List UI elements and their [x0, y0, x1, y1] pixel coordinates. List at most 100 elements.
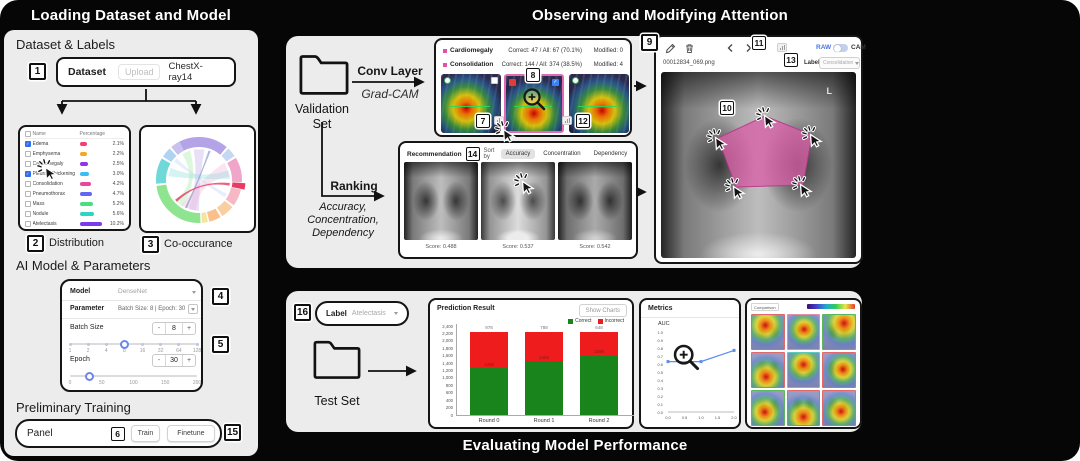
comparison-heatmap-tile[interactable] — [786, 390, 821, 426]
distribution-caption: Distribution — [49, 237, 105, 249]
attention-polygon[interactable] — [661, 72, 856, 258]
divider — [62, 318, 201, 319]
chart-mini-icon[interactable] — [777, 43, 787, 52]
comparison-card: Comparison — [745, 298, 862, 429]
row-checkbox[interactable] — [25, 181, 31, 187]
distribution-row[interactable]: Nodule 5.6% — [25, 209, 124, 219]
row-checkbox[interactable] — [25, 201, 31, 207]
batch-plus-button[interactable]: + — [186, 325, 192, 332]
distribution-row[interactable]: Consolidation 4.2% — [25, 179, 124, 189]
row-color-pill — [79, 172, 89, 176]
badge-4: 4 — [212, 288, 229, 305]
row-checkbox[interactable] — [25, 161, 31, 167]
gradcam-thumbnail[interactable] — [441, 74, 501, 133]
distribution-row[interactable]: ✓ Edema 2.1% — [25, 139, 124, 149]
recommendation-title: Recommendation — [407, 150, 462, 158]
model-select[interactable]: DenseNet — [118, 288, 147, 295]
y-tick-label: 0.3 — [657, 385, 663, 391]
distribution-row[interactable]: Cardiomegaly 2.5% — [25, 159, 124, 169]
bar-stack[interactable] — [525, 331, 563, 415]
row-checkbox[interactable]: ✓ — [25, 141, 31, 147]
comparison-heatmap-tile[interactable] — [751, 390, 785, 426]
epoch-slider[interactable]: 0 50 100 150 200 — [69, 371, 201, 386]
raw-cam-toggle[interactable] — [833, 44, 848, 52]
distribution-row[interactable]: ✓ Pleural_Thickening 3.0% — [25, 169, 124, 179]
comparison-heatmap-tile[interactable] — [822, 352, 856, 388]
ranking-criteria-3: Dependency — [312, 227, 374, 239]
row-checkbox[interactable]: ✓ — [25, 171, 31, 177]
distribution-row[interactable]: Mass 5.2% — [25, 199, 124, 209]
bar-correct-label: 1595 — [593, 349, 604, 355]
row-checkbox[interactable] — [25, 191, 31, 197]
slider-handle[interactable] — [119, 339, 129, 349]
y-tick-label: 400 — [445, 397, 453, 403]
parameter-dropdown[interactable] — [188, 304, 198, 314]
row-checkbox[interactable] — [25, 221, 31, 227]
row-checkbox[interactable] — [25, 151, 31, 157]
distribution-row[interactable]: Pneumothorax 4.7% — [25, 189, 124, 199]
row-checkbox[interactable] — [25, 211, 31, 217]
trash-icon[interactable] — [684, 43, 695, 54]
comparison-heatmap-tile[interactable] — [786, 314, 821, 350]
comparison-heatmap-tile[interactable] — [786, 352, 821, 388]
batch-minus-button[interactable]: - — [157, 325, 161, 332]
badge-7: 7 — [476, 114, 490, 128]
train-button[interactable]: Train — [130, 425, 161, 442]
upload-button[interactable]: Upload — [117, 64, 161, 80]
section-title-attention: Observing and Modifying Attention — [531, 7, 789, 24]
show-charts-button[interactable]: Show Charts — [578, 304, 627, 317]
epoch-stepper[interactable]: - 30 + — [152, 354, 196, 367]
layout-mini-icon[interactable] — [494, 116, 504, 125]
recommended-xray[interactable] — [404, 162, 478, 240]
y-tick-label: 0.9 — [657, 337, 663, 343]
epoch-minus-button[interactable]: - — [157, 357, 161, 364]
epoch-plus-button[interactable]: + — [186, 357, 192, 364]
slider-track[interactable] — [70, 371, 197, 381]
sortby-tab-concentration[interactable]: Concentration — [543, 151, 581, 157]
comparison-heatmap-tile[interactable] — [822, 314, 856, 350]
unchecked-box-icon[interactable] — [491, 77, 498, 84]
label-dropdown[interactable]: Consolidation — [819, 57, 860, 69]
draw-pencil-icon[interactable] — [665, 43, 676, 54]
batch-slider[interactable]: 1 2 4 8 16 32 64 128 — [68, 339, 201, 354]
comparison-heatmap-tile[interactable] — [822, 390, 856, 426]
bar-stack[interactable] — [580, 331, 618, 415]
dataset-name[interactable]: ChestX-ray14 — [168, 61, 203, 83]
prediction-card: Prediction Result Show Charts Correct In… — [428, 298, 634, 429]
sortby-tab-accuracy[interactable]: Accuracy — [500, 149, 536, 159]
chart-mini-icon[interactable] — [562, 116, 572, 125]
finetune-button[interactable]: Finetune — [167, 425, 215, 442]
gradcam-label-1[interactable]: Cardiomegaly — [450, 47, 493, 54]
eval-label-value[interactable]: Atelectasis — [351, 310, 386, 317]
prev-image-icon[interactable] — [726, 43, 735, 53]
next-image-icon[interactable] — [744, 43, 753, 53]
raw-label[interactable]: RAW — [816, 43, 832, 51]
checked-box-icon[interactable]: ✓ — [552, 79, 559, 86]
batch-size-stepper[interactable]: - 8 + — [152, 322, 196, 335]
comparison-heatmap-tile[interactable] — [751, 352, 785, 388]
gradcam-stats-2: Correct: 144 / All: 374 (38.5%) — [501, 61, 582, 68]
recommended-xray[interactable] — [481, 162, 555, 240]
accept-circle-icon[interactable] — [572, 77, 579, 84]
recommended-xray[interactable] — [558, 162, 632, 240]
header-checkbox[interactable] — [25, 131, 31, 137]
bar-correct — [580, 355, 618, 415]
attention-viewer: RAW CAM 00012834_069.png Label Consolida… — [654, 35, 866, 264]
bar-icon — [498, 117, 500, 123]
slider-track[interactable] — [68, 339, 199, 349]
dataset-labels-heading: Dataset & Labels — [16, 37, 116, 52]
bar-stack[interactable] — [470, 331, 508, 415]
sortby-tab-dependency[interactable]: Dependency — [593, 151, 628, 157]
accept-circle-icon[interactable] — [444, 77, 451, 84]
distribution-row[interactable]: Atelectasis 10.2% — [25, 219, 124, 229]
distribution-row[interactable]: Emphysema 2.2% — [25, 149, 124, 159]
caret-down-icon — [191, 307, 195, 311]
cam-label[interactable]: CAM — [851, 43, 866, 51]
sortby-tabs: Accuracy Concentration Dependency — [500, 149, 633, 159]
reject-square-icon[interactable] — [509, 79, 516, 86]
comparison-heatmap-tile[interactable] — [751, 314, 785, 350]
slider-handle[interactable] — [84, 371, 94, 381]
main-xray-image[interactable]: L — [661, 72, 856, 258]
gradcam-label-2[interactable]: Consolidation — [450, 61, 494, 68]
ranking-label: Ranking — [330, 179, 378, 193]
